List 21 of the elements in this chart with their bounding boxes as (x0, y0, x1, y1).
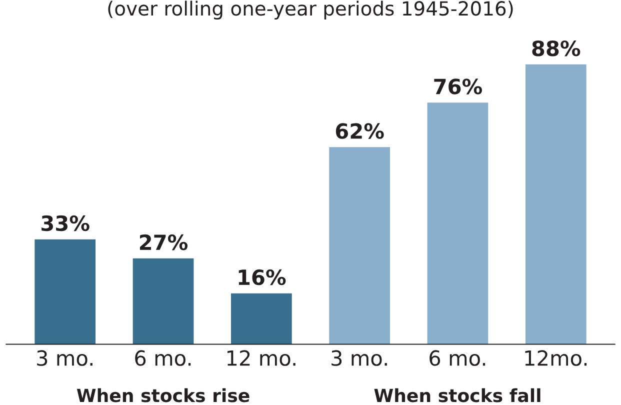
bar (525, 64, 586, 344)
bar (329, 147, 390, 344)
bar (427, 102, 488, 344)
text: When stocks fall (374, 388, 540, 402)
data-label: 62% (336, 123, 384, 139)
x-tick-label: 3 mo. (37, 350, 92, 366)
x-tick-label: 12mo. (525, 350, 587, 366)
x-tick-label: 12 mo. (227, 350, 296, 366)
bar (132, 258, 194, 344)
bar (230, 293, 292, 344)
text: When stocks rise (76, 388, 250, 402)
data-label: 33% (42, 215, 90, 232)
x-tick-label: 3 mo. (332, 350, 387, 366)
chart-subtitle: (over rolling one-year periods 1945-2016) (108, 0, 513, 20)
data-label: 76% (434, 78, 482, 94)
x-tick-label: 6 mo. (135, 350, 191, 366)
data-label: 88% (532, 40, 580, 56)
data-label: 16% (238, 269, 286, 286)
data-label: 27% (140, 234, 188, 250)
x-tick-label: 6 mo. (430, 350, 486, 366)
bar (34, 239, 96, 344)
